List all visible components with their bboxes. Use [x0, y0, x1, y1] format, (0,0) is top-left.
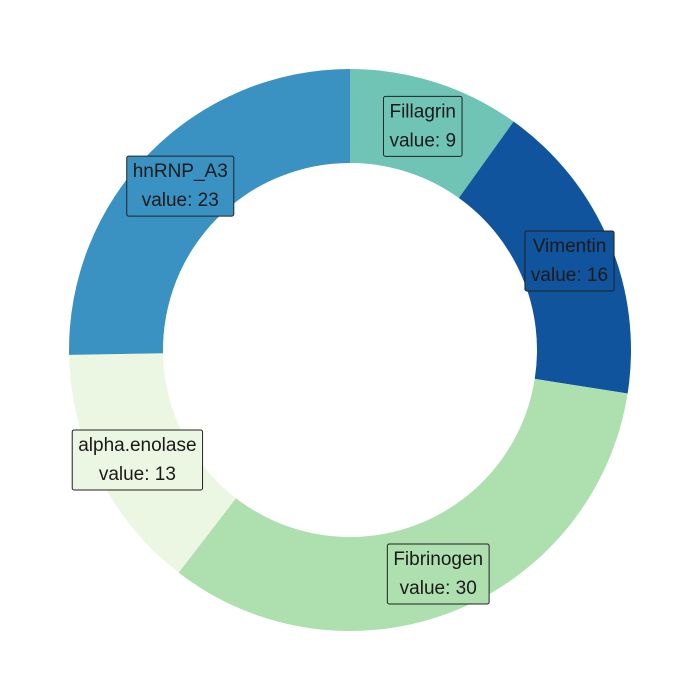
slice-label-value: value: 13 [99, 464, 176, 485]
slice-label-vimentin: Vimentin value: 16 [525, 231, 614, 291]
slice-label-name: hnRNP_A3 [133, 161, 228, 182]
slice-label-value: value: 9 [389, 130, 456, 151]
slice-label-hnrnp-a3: hnRNP_A3 value: 23 [127, 156, 234, 216]
slice-label-value: value: 30 [400, 578, 477, 599]
slice-label-name: Fibrinogen [393, 549, 483, 570]
slice-label-name: Vimentin [533, 236, 607, 257]
slice-label-value: value: 16 [531, 265, 608, 286]
slices-layer [69, 69, 631, 631]
slice-label-fillagrin: Fillagrin value: 9 [383, 96, 462, 156]
slice-label-name: Fillagrin [389, 101, 456, 122]
slice-label-fibrinogen: Fibrinogen value: 30 [387, 544, 489, 604]
slice-label-value: value: 23 [142, 190, 219, 211]
slice-label-alpha-enolase: alpha.enolase value: 13 [72, 430, 202, 490]
slice-label-name: alpha.enolase [78, 435, 196, 456]
